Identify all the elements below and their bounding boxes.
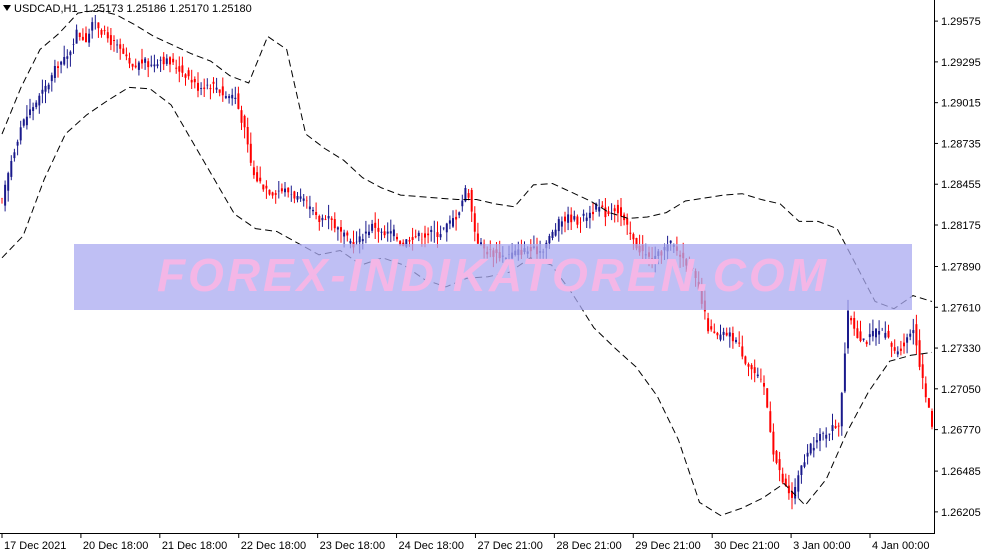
y-tick-label: 1.26205 [941, 507, 981, 519]
watermark-text: FOREX-INDIKATOREN.COM [156, 249, 830, 301]
ohlc-values: 1.25173 1.25186 1.25170 1.25180 [83, 3, 252, 15]
x-tick-label: 3 Jan 00:00 [793, 540, 851, 552]
x-tick-label: 24 Dec 18:00 [399, 540, 464, 552]
chart-header: USDCAD,H1 1.25173 1.25186 1.25170 1.25180 [3, 3, 252, 15]
x-tick-label: 30 Dec 21:00 [714, 540, 779, 552]
y-tick-label: 1.27050 [941, 384, 981, 396]
chevron-down-icon[interactable] [3, 5, 11, 11]
price-axis: 1.29575 1.29295 1.29015 1.28735 1.28455 1.281… [934, 16, 981, 519]
y-tick-label: 1.29015 [941, 98, 981, 110]
symbol-label: USDCAD,H1 [14, 3, 78, 15]
y-tick-label: 1.26485 [941, 466, 981, 478]
x-tick-label: 29 Dec 21:00 [635, 540, 700, 552]
y-tick-label: 1.28455 [941, 179, 981, 191]
y-tick-label: 1.29575 [941, 16, 981, 28]
time-axis: 17 Dec 2021 20 Dec 18:00 21 Dec 18:00 22 De… [1, 533, 930, 552]
y-tick-label: 1.26770 [941, 425, 981, 437]
y-tick-label: 1.28175 [941, 220, 981, 232]
x-tick-label: 17 Dec 2021 [4, 540, 66, 552]
watermark-box: FOREX-INDIKATOREN.COM [74, 244, 912, 310]
y-tick-label: 1.29295 [941, 57, 981, 69]
x-tick-label: 28 Dec 21:00 [556, 540, 621, 552]
y-tick-label: 1.27330 [941, 343, 981, 355]
x-tick-label: 22 Dec 18:00 [241, 540, 306, 552]
y-tick-label: 1.27610 [941, 302, 981, 314]
x-tick-label: 21 Dec 18:00 [162, 540, 227, 552]
x-tick-label: 27 Dec 21:00 [477, 540, 542, 552]
upper-band [1, 9, 933, 310]
x-tick-label: 23 Dec 18:00 [320, 540, 385, 552]
y-tick-label: 1.28735 [941, 138, 981, 150]
x-tick-label: 4 Jan 00:00 [872, 540, 930, 552]
y-tick-label: 1.27890 [941, 262, 981, 274]
x-tick-label: 20 Dec 18:00 [83, 540, 148, 552]
